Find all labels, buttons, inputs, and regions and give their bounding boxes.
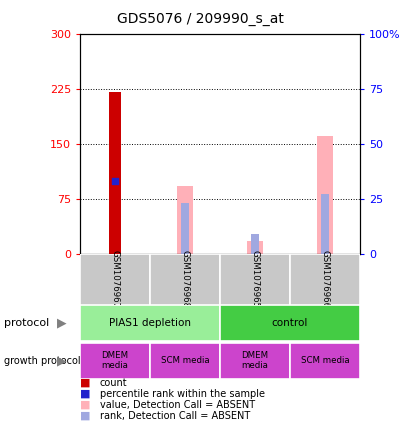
Text: GSM1076968: GSM1076968 <box>180 250 190 308</box>
Text: GDS5076 / 209990_s_at: GDS5076 / 209990_s_at <box>116 12 284 26</box>
Bar <box>220 305 360 341</box>
Bar <box>290 254 360 305</box>
Bar <box>80 305 220 341</box>
Text: ▶: ▶ <box>57 354 67 367</box>
Bar <box>177 186 193 254</box>
Text: ■: ■ <box>80 411 90 421</box>
Text: DMEM
media: DMEM media <box>102 351 128 370</box>
Bar <box>80 343 150 379</box>
Bar <box>317 137 333 254</box>
Text: count: count <box>100 378 128 388</box>
Bar <box>251 234 259 254</box>
Text: ▶: ▶ <box>57 316 67 329</box>
Text: ■: ■ <box>80 389 90 399</box>
Text: protocol: protocol <box>4 318 49 327</box>
Bar <box>80 254 150 305</box>
Bar <box>181 203 189 254</box>
Text: percentile rank within the sample: percentile rank within the sample <box>100 389 265 399</box>
Bar <box>150 343 220 379</box>
Bar <box>321 195 329 254</box>
Bar <box>109 93 121 254</box>
Bar <box>220 254 290 305</box>
Text: control: control <box>272 318 308 327</box>
Point <box>112 178 118 184</box>
Text: growth protocol: growth protocol <box>4 356 81 365</box>
Text: GSM1076966: GSM1076966 <box>320 250 330 308</box>
Text: GSM1076965: GSM1076965 <box>250 250 260 308</box>
Text: rank, Detection Call = ABSENT: rank, Detection Call = ABSENT <box>100 411 250 421</box>
Bar <box>290 343 360 379</box>
Text: SCM media: SCM media <box>301 356 349 365</box>
Bar <box>150 254 220 305</box>
Text: SCM media: SCM media <box>161 356 209 365</box>
Text: GSM1076967: GSM1076967 <box>110 250 120 308</box>
Text: DMEM
media: DMEM media <box>242 351 268 370</box>
Text: ■: ■ <box>80 378 90 388</box>
Text: ■: ■ <box>80 400 90 410</box>
Bar <box>247 242 263 254</box>
Bar <box>220 343 290 379</box>
Text: PIAS1 depletion: PIAS1 depletion <box>109 318 191 327</box>
Text: value, Detection Call = ABSENT: value, Detection Call = ABSENT <box>100 400 255 410</box>
